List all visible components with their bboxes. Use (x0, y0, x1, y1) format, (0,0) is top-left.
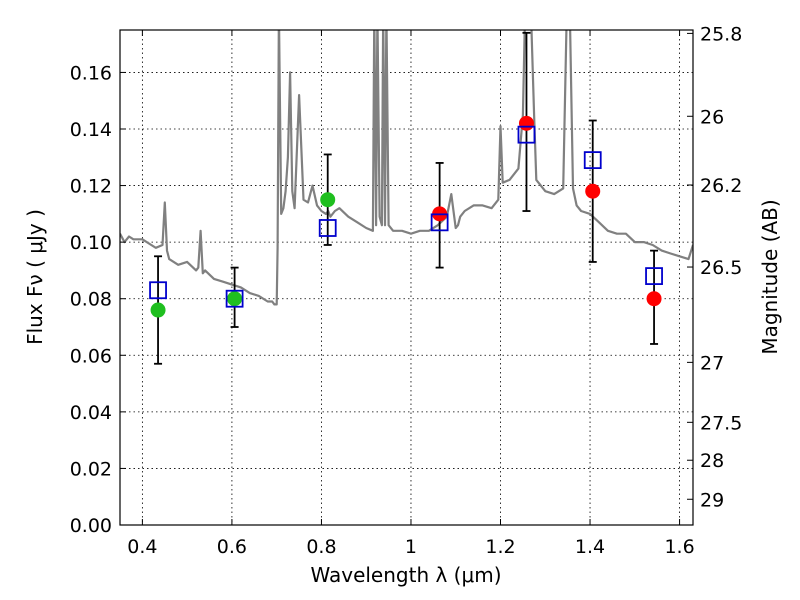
mag-tick-label: 26.5 (700, 257, 742, 279)
x-tick-label: 1.4 (575, 536, 605, 558)
model-box (645, 267, 663, 285)
observed-point-red (646, 291, 662, 307)
mag-tick-label: 26.2 (700, 175, 742, 197)
mag-tick-label: 28 (700, 450, 724, 472)
x-axis-label: Wavelength λ (μm) (310, 563, 501, 587)
mag-tick-label: 25.8 (700, 23, 742, 45)
mag-tick-label: 27 (700, 352, 724, 374)
y-tick-label: 0.14 (70, 119, 112, 141)
y-tick-label: 0.16 (70, 62, 112, 84)
y2-axis-label: Magnitude (AB) (758, 199, 782, 354)
y-tick-label: 0.02 (70, 458, 112, 480)
ticks: 0.4 0.6 0.8 1 1.2 1.4 1.6 0.00 0.02 0.04 0.06 0.08 0… (70, 23, 743, 558)
x-tick-label: 0.4 (127, 536, 157, 558)
observed-point-green (150, 302, 166, 318)
x-tick-label: 1.6 (664, 536, 694, 558)
plot-background (120, 30, 693, 525)
plot-frame (119, 29, 694, 526)
y-tick-label: 0.00 (70, 515, 112, 537)
y-axis-label: Flux Fν ( μJy ) (23, 209, 47, 345)
y-tick-label: 0.10 (70, 232, 112, 254)
x-tick-label: 0.8 (306, 536, 336, 558)
mag-tick-label: 29 (700, 489, 724, 511)
y-tick-label: 0.08 (70, 289, 112, 311)
x-tick-label: 1 (405, 536, 417, 558)
data-layer (120, 30, 693, 365)
model-box (517, 125, 536, 144)
observed-point-red (518, 115, 534, 131)
observed-point-green (320, 192, 336, 208)
mag-tick-label: 27.5 (700, 412, 742, 434)
model-box (430, 213, 449, 232)
x-tick-label: 0.6 (217, 536, 247, 558)
model-box (318, 219, 337, 237)
observed-point-green (227, 291, 243, 307)
observed-point-red (585, 183, 601, 199)
model-box (583, 151, 602, 170)
y-tick-label: 0.04 (70, 402, 112, 424)
y-tick-label: 0.06 (70, 345, 112, 367)
model-box (225, 289, 244, 308)
spectrum-line (120, 30, 693, 306)
x-tick-label: 1.2 (485, 536, 515, 558)
y-tick-label: 0.12 (70, 176, 112, 198)
model-box (149, 281, 167, 300)
mag-tick-label: 26 (700, 106, 724, 128)
